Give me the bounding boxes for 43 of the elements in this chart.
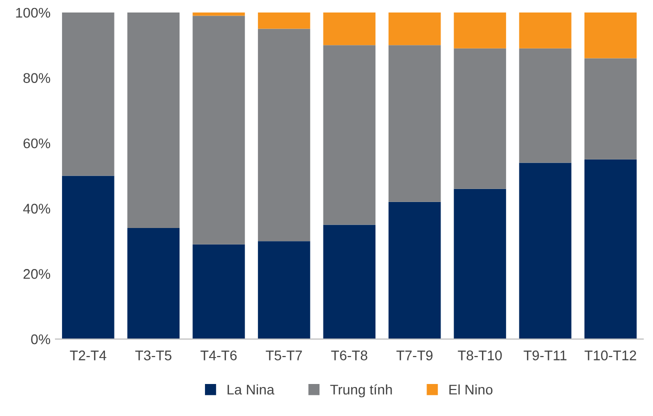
x-tick-label: T10-T12: [584, 350, 636, 360]
bar: [258, 28, 310, 242]
bar: [519, 12, 572, 48]
y-tick-label: 60%: [24, 138, 50, 148]
bar: [388, 45, 441, 202]
x-tick-label: T9-T11: [524, 350, 566, 360]
bar: [127, 228, 180, 340]
bar: [519, 162, 572, 340]
y-tick-label: 0%: [31, 334, 50, 344]
x-tick-label: T2-T4: [70, 350, 106, 360]
x-tick-label: T7-T9: [396, 350, 433, 360]
legend-label: El Nino: [449, 384, 492, 395]
bar: [192, 16, 245, 244]
bar: [454, 188, 506, 340]
legend-label: Trung tính: [330, 384, 392, 398]
bar: [62, 12, 114, 176]
bar: [388, 12, 441, 46]
x-tick-label: T4-T6: [200, 350, 237, 360]
bar: [323, 224, 376, 340]
x-tick-label: T3-T5: [135, 350, 172, 360]
bar: [454, 48, 506, 189]
bar: [258, 12, 310, 29]
bar: [519, 48, 572, 163]
bar: [127, 12, 180, 228]
x-tick-label: T5-T7: [266, 350, 302, 360]
bar: [62, 176, 114, 340]
bar: [258, 241, 310, 340]
bar: [192, 12, 245, 16]
legend-label: La Nina: [228, 384, 274, 395]
bar: [584, 159, 637, 340]
bar: [584, 58, 637, 160]
y-tick-label: 80%: [23, 73, 50, 83]
x-tick-label: T6-T8: [331, 350, 368, 360]
bar: [323, 12, 376, 46]
y-tick-label: 20%: [24, 269, 50, 279]
bar: [454, 12, 506, 48]
y-tick-label: 40%: [23, 204, 50, 214]
bar: [192, 244, 245, 340]
x-tick-label: T8-T10: [458, 350, 502, 360]
bar: [323, 45, 376, 225]
bar: [388, 202, 441, 340]
y-tick-label: 100%: [16, 8, 50, 18]
bar: [584, 12, 637, 58]
